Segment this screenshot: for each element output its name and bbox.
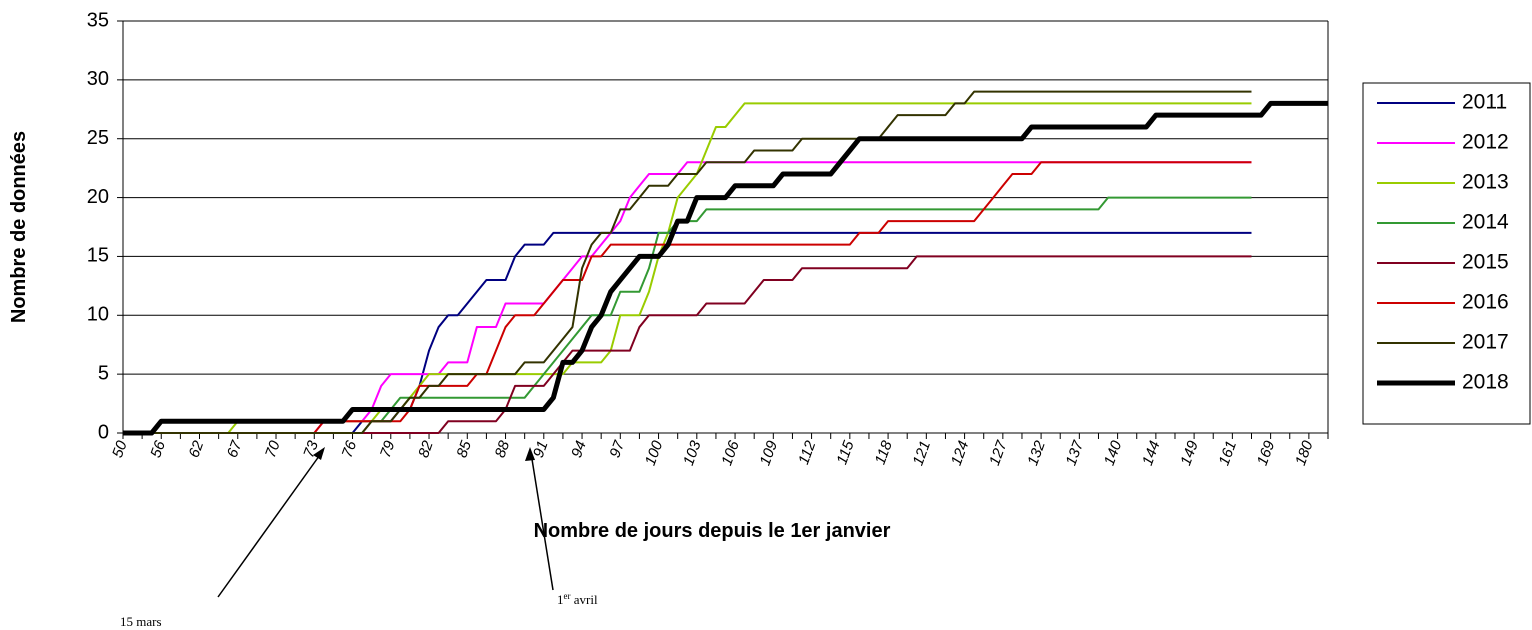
legend-label: 2016: [1462, 291, 1509, 314]
x-tick-label: 97: [606, 438, 628, 460]
legend-box: [1362, 82, 1531, 425]
annotation-part: avril: [571, 592, 598, 607]
x-tick-label: 67: [224, 438, 246, 460]
x-tick-label: 91: [530, 439, 552, 460]
x-tick-label: 161: [1216, 439, 1241, 468]
arrowhead: [525, 447, 535, 461]
arrowhead: [313, 447, 325, 460]
series-line: [123, 161, 1252, 434]
x-tick-label: 180: [1292, 438, 1317, 468]
y-tick-label: 20: [87, 186, 109, 208]
x-tick-label: 149: [1177, 438, 1202, 468]
annotation-sup: er: [564, 591, 571, 601]
x-tick-label: 85: [453, 438, 475, 460]
series-line: [123, 161, 1252, 434]
x-tick-label: 82: [415, 438, 437, 460]
x-tick-label: 132: [1024, 438, 1049, 468]
series-line: [123, 100, 1328, 436]
legend-label: 2018: [1462, 371, 1509, 394]
x-tick-label: 94: [568, 439, 590, 460]
x-tick-label: 100: [642, 438, 667, 468]
arrow: [530, 452, 554, 591]
x-tick-label: 73: [300, 438, 322, 460]
series-line: [123, 102, 1252, 434]
y-axis-title: Nombre de données: [8, 131, 30, 323]
x-tick-label: 127: [986, 438, 1011, 468]
annotation: 1er avril: [557, 591, 598, 607]
legend-label: 2011: [1462, 91, 1507, 114]
x-tick-label: 112: [795, 438, 819, 467]
series-line: [123, 90, 1252, 434]
legend-label: 2014: [1462, 211, 1509, 234]
x-tick-label: 76: [339, 438, 361, 460]
y-tick-label: 10: [87, 304, 109, 326]
x-tick-label: 103: [680, 438, 705, 468]
x-tick-label: 79: [377, 438, 399, 460]
x-tick-label: 109: [757, 438, 782, 468]
y-tick-label: 5: [98, 362, 109, 384]
x-tick-label: 70: [262, 438, 284, 460]
x-tick-label: 88: [492, 438, 514, 460]
arrow: [217, 451, 323, 598]
x-tick-label: 50: [109, 438, 131, 460]
x-tick-label: 56: [147, 438, 169, 460]
annotation: 15 mars: [120, 614, 162, 629]
x-tick-label: 118: [872, 438, 896, 467]
y-tick-label: 0: [98, 421, 109, 443]
x-tick-label: 121: [910, 439, 935, 468]
x-tick-label: 144: [1139, 439, 1164, 468]
legend-label: 2017: [1462, 331, 1509, 354]
series-line: [123, 255, 1252, 434]
x-tick-label: 140: [1101, 438, 1126, 468]
x-tick-label: 106: [718, 438, 743, 468]
y-tick-label: 35: [87, 9, 109, 31]
annotation-part: 1: [557, 592, 564, 607]
x-tick-label: 115: [833, 438, 857, 467]
y-tick-label: 30: [87, 68, 109, 90]
x-tick-label: 62: [186, 438, 208, 460]
x-tick-label: 137: [1063, 438, 1088, 468]
series-line: [123, 231, 1252, 434]
x-tick-label: 124: [948, 439, 973, 468]
legend-label: 2013: [1462, 171, 1509, 194]
legend-label: 2012: [1462, 131, 1509, 154]
legend-label: 2015: [1462, 251, 1509, 274]
x-tick-label: 169: [1254, 438, 1279, 468]
y-tick-label: 15: [87, 245, 109, 267]
x-axis-title: Nombre de jours depuis le 1er janvier: [534, 520, 891, 542]
y-tick-label: 25: [87, 127, 109, 149]
